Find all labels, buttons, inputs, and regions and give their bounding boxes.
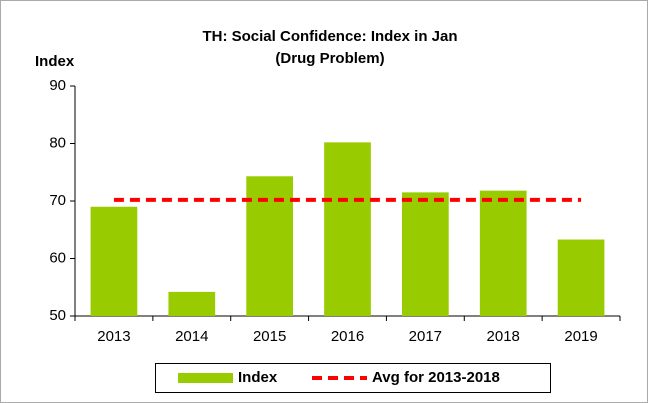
bar [557, 239, 605, 316]
chart-subtitle: (Drug Problem) [275, 50, 384, 67]
bar [246, 176, 293, 316]
bar [324, 142, 371, 316]
y-tick-label: 50 [49, 307, 66, 324]
x-tick-label: 2018 [487, 328, 520, 345]
y-tick-label: 80 [49, 134, 66, 151]
y-tick-label: 90 [49, 77, 66, 94]
x-tick-label: 2014 [175, 328, 208, 345]
bar [90, 206, 138, 316]
bar [168, 291, 216, 316]
x-tick-label: 2015 [253, 328, 286, 345]
legend-label: Avg for 2013-2018 [372, 369, 500, 386]
y-tick-label: 70 [49, 192, 66, 209]
y-axis-label: Index [35, 53, 75, 70]
bar [479, 190, 527, 316]
x-tick-label: 2017 [409, 328, 442, 345]
x-tick-label: 2013 [97, 328, 130, 345]
bar [402, 192, 449, 316]
x-tick-label: 2019 [564, 328, 597, 345]
chart-title: TH: Social Confidence: Index in Jan [202, 28, 457, 45]
legend-swatch [178, 373, 233, 383]
x-tick-label: 2016 [331, 328, 364, 345]
legend-label: Index [238, 369, 278, 386]
y-tick-label: 60 [49, 249, 66, 266]
